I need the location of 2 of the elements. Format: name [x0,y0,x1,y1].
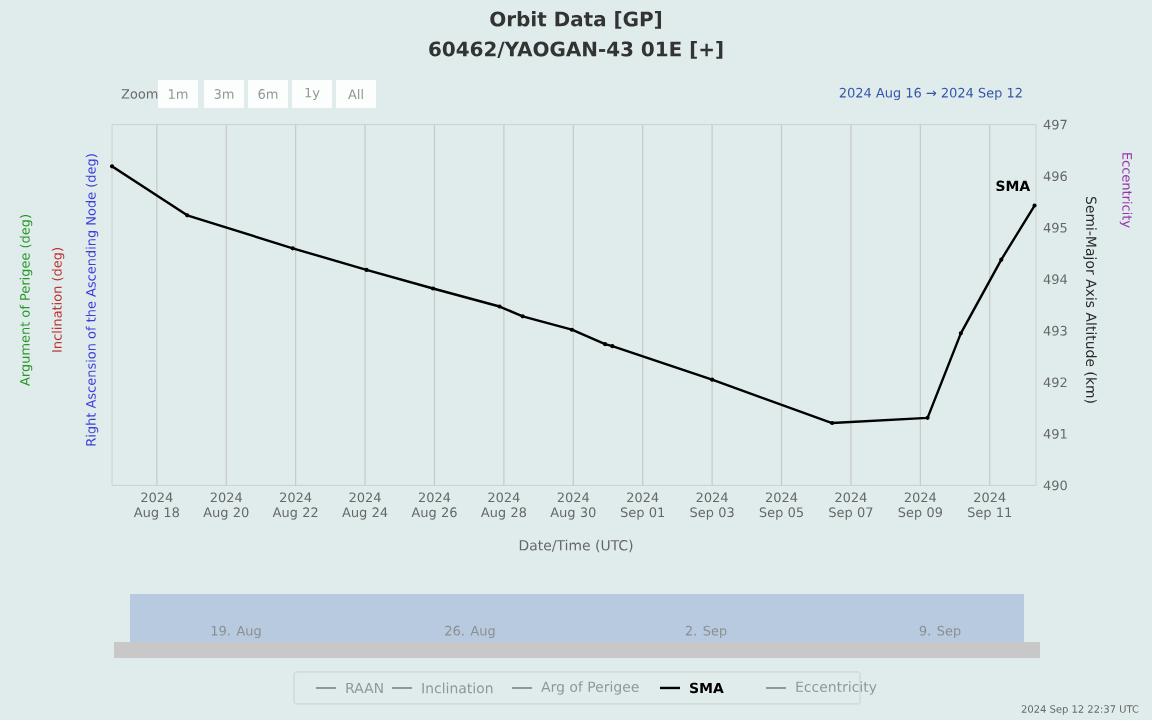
chart-subtitle: 60462/YAOGAN-43 01E [+] [429,41,723,60]
chart-title: Orbit Data [GP] [490,11,662,30]
